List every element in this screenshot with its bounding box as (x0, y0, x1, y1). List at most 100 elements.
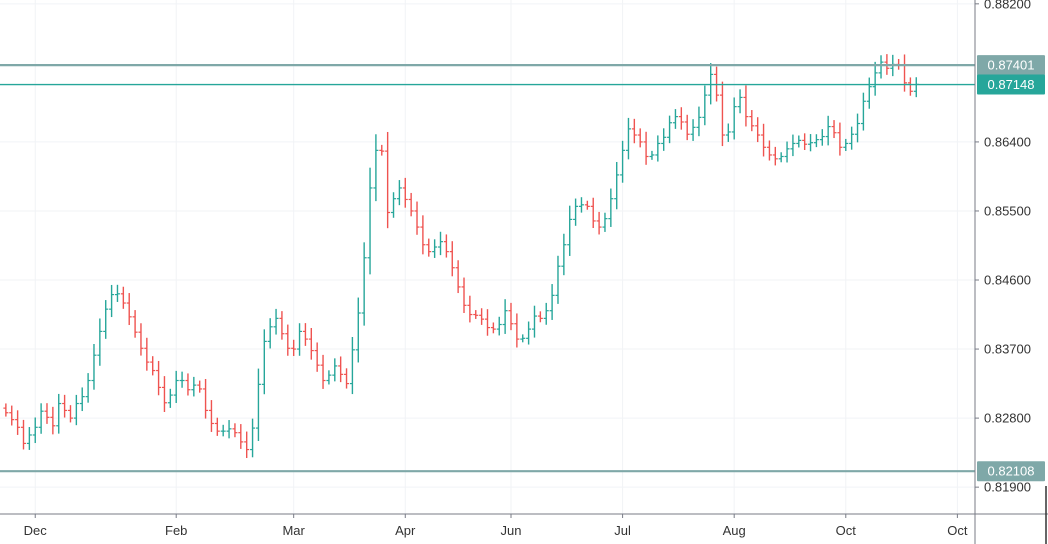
level-badge (977, 461, 1045, 482)
ohlc-bar (297, 323, 303, 356)
ohlc-bar (696, 106, 702, 137)
ohlc-bar (420, 215, 426, 255)
ohlc-bar (596, 211, 602, 235)
ohlc-bar (50, 406, 56, 435)
ohlc-bar (73, 394, 79, 426)
ohlc-bar (26, 427, 32, 450)
ohlc-bar (56, 393, 62, 434)
ohlc-bar (678, 107, 684, 130)
ohlc-bar (479, 308, 485, 325)
ohlc-bar (132, 310, 138, 338)
ohlc-bar (655, 135, 661, 162)
ohlc-bar (126, 293, 132, 326)
ohlc-bar (38, 403, 44, 434)
y-tick-label: 0.81900 (984, 480, 1031, 495)
ohlc-bar (220, 424, 226, 437)
ohlc-bar (373, 134, 379, 202)
ohlc-bar (461, 277, 467, 313)
ohlc-bar (502, 299, 508, 334)
ohlc-bar (843, 138, 849, 152)
ohlc-bar (661, 128, 667, 151)
ohlc-bar (161, 376, 167, 413)
ohlc-bar (473, 310, 479, 319)
ohlc-bar (273, 308, 279, 335)
ohlc-bar (508, 302, 514, 331)
ohlc-bar (790, 134, 796, 157)
ohlc-bar (485, 309, 490, 336)
ohlc-bars (3, 54, 919, 459)
ohlc-bar (490, 322, 496, 334)
ohlc-bar (625, 117, 631, 160)
ohlc-bar (702, 85, 708, 126)
ohlc-bar (114, 284, 120, 302)
grid (0, 0, 975, 514)
ohlc-bar (97, 318, 103, 366)
ohlc-bar (355, 297, 361, 363)
ohlc-bar (831, 120, 837, 139)
ohlc-bar (438, 231, 444, 256)
ohlc-bar (743, 85, 749, 127)
ohlc-bar (578, 197, 584, 213)
ohlc-bar (344, 368, 350, 389)
ohlc-bar (173, 370, 179, 403)
ohlc-bar (643, 131, 649, 165)
ohlc-bar (62, 394, 68, 418)
ohlc-bar (631, 118, 637, 144)
x-tick-label: Jul (614, 523, 631, 538)
ohlc-bar (443, 234, 449, 258)
ohlc-bar (584, 200, 590, 210)
ohlc-bar (731, 97, 737, 140)
ohlc-bar (267, 318, 273, 349)
ohlc-bar (32, 417, 38, 444)
ohlc-bar (614, 161, 620, 210)
ohlc-bar (185, 373, 191, 396)
ohlc-bar (467, 295, 473, 323)
ohlc-bar (496, 316, 502, 336)
ohlc-bar (414, 201, 420, 235)
ohlc-bar (837, 122, 843, 156)
ohlc-bar (531, 305, 537, 338)
ohlc-bar (514, 313, 520, 348)
ohlc-bar (396, 180, 402, 206)
ohlc-bar (156, 360, 162, 396)
ohlc-bar (902, 54, 908, 92)
x-tick-label: Oct (836, 523, 857, 538)
horizontal-levels (0, 64, 975, 473)
ohlc-bar (361, 242, 367, 326)
ohlc-bar (819, 129, 825, 146)
ohlc-bar (3, 403, 9, 417)
ohlc-bar (279, 311, 285, 340)
ohlc-bar (849, 126, 855, 150)
ohlc-bar (555, 255, 561, 304)
ohlc-bar (649, 150, 655, 160)
x-tick-label: Aug (723, 523, 746, 538)
ohlc-bar (338, 356, 344, 383)
x-axis-labels: Dec Feb Mar Apr Jun Jul Aug Oct Oct (24, 514, 968, 538)
ohlc-bar (291, 339, 297, 357)
ohlc-bar (573, 198, 579, 226)
ohlc-bar (808, 134, 814, 152)
ohlc-bar (602, 212, 608, 232)
ohlc-bar (878, 55, 884, 79)
ohlc-bar (872, 61, 878, 96)
ohlc-bar (755, 117, 761, 143)
ohlc-bar (326, 370, 332, 385)
ohlc-bar (913, 77, 919, 98)
ohlc-bar (549, 284, 555, 320)
ohlc-bar (802, 133, 808, 151)
ohlc-bar (367, 167, 373, 275)
ohlc-bar (426, 238, 432, 257)
ohlc-bar (208, 400, 214, 432)
ohlc-bar (784, 141, 790, 163)
ohlc-bar (825, 115, 831, 146)
ohlc-bar (761, 123, 767, 157)
ohlc-bar (391, 192, 397, 218)
ohlc-bar (150, 356, 156, 376)
ohlc-bar (167, 388, 173, 408)
ohlc-bar (109, 284, 115, 318)
ohlc-bar (238, 424, 244, 449)
ohlc-bar (332, 358, 338, 382)
ohlc-bar (672, 109, 678, 129)
ohlc-bar (226, 420, 232, 439)
